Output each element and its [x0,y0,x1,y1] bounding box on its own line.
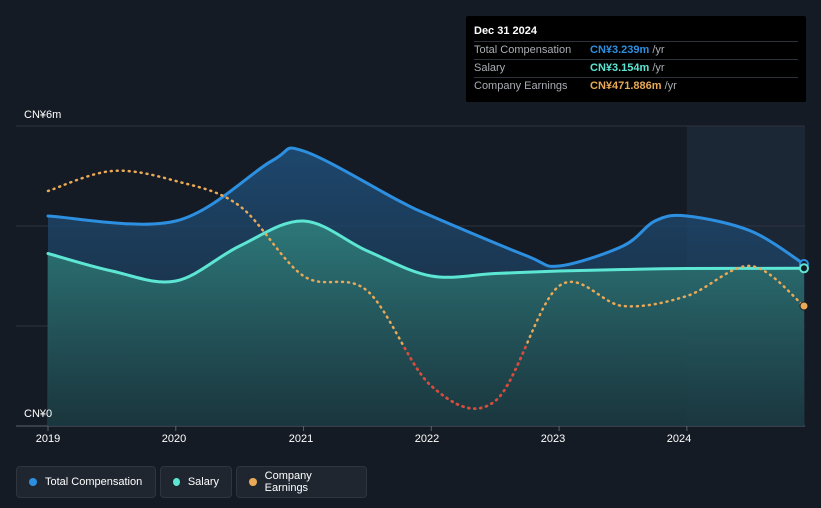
legend-label: Company Earnings [264,470,312,494]
tooltip-unit: /yr [652,44,665,56]
x-tick-label-2023: 2023 [540,433,566,445]
tooltip-unit: /yr [664,80,677,92]
tooltip: Dec 31 2024 Total Compensation CN¥3.239m… [466,16,806,102]
chart-areas [48,148,804,427]
y-tick-label-min: CN¥0 [24,408,53,420]
tooltip-label: Total Compensation [474,44,572,56]
tooltip-date: Dec 31 2024 [474,25,537,37]
marker-company-earnings [799,301,809,311]
line-total-compensation [46,146,806,268]
marker-salary [799,263,809,274]
area-salary [48,220,804,426]
tooltip-value: CN¥3.239m [590,44,650,56]
tooltip-label: Salary [474,62,506,74]
tooltip-value: CN¥3.154m [590,62,650,74]
x-tick-label-2024: 2024 [666,433,692,445]
y-tick-label-max: CN¥6m [24,109,62,121]
chart-lines [46,146,806,410]
line-salary [46,219,806,284]
tooltip-row-salary: Salary CN¥3.154m /yr [474,59,798,77]
chart-markers [799,259,809,311]
line-company-earnings [46,169,806,410]
x-tick-label-2020: 2020 [161,433,187,445]
legend-dot-icon [249,478,257,486]
tooltip-row-company-earnings: Company Earnings CN¥471.886m /yr [474,77,798,95]
tooltip-label: Company Earnings [474,80,568,92]
tooltip-row-total-compensation: Total Compensation CN¥3.239m /yr [474,41,798,59]
legend-dot-icon [29,478,37,486]
x-tick-label-2021: 2021 [288,433,314,445]
legend-item-company-earnings[interactable]: Company Earnings [236,466,367,498]
tooltip-unit: /yr [652,62,665,74]
legend-dot-icon [173,478,180,486]
x-tick-label-2019: 2019 [35,433,61,445]
tooltip-value: CN¥471.886m [590,80,662,92]
legend-item-total-compensation[interactable]: Total Compensation [16,466,156,498]
legend-item-salary[interactable]: Salary [160,466,232,498]
legend-label: Salary [187,476,219,488]
x-tick-label-2022: 2022 [414,433,440,445]
legend-label: Total Compensation [45,476,143,488]
